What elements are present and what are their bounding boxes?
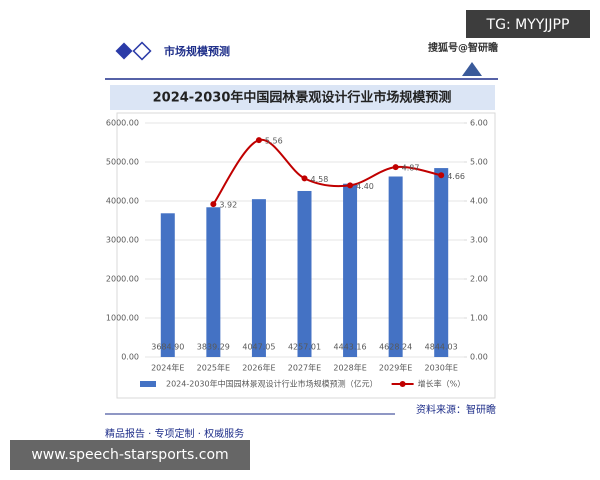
- legend-swatch: [399, 381, 406, 387]
- bar-value-label: 4628.24: [379, 343, 412, 352]
- y2-tick-label: 1.00: [470, 314, 488, 323]
- bar: [297, 190, 312, 357]
- line-value-label: 4.66: [447, 172, 465, 181]
- y2-tick-label: 2.00: [470, 275, 488, 284]
- y-tick-label: 1000.00: [106, 314, 139, 323]
- legend-swatch: [140, 381, 156, 387]
- x-tick-label: 2025年E: [197, 363, 230, 373]
- line-point: [301, 175, 308, 182]
- y-tick-label: 5000.00: [106, 158, 139, 167]
- line-point: [392, 164, 399, 171]
- x-tick-label: 2029年E: [379, 363, 412, 373]
- bar-value-label: 4443.16: [334, 343, 367, 352]
- line-point: [210, 201, 217, 208]
- line-point: [347, 182, 354, 189]
- logo-diamond: [132, 41, 152, 61]
- y-tick-label: 6000.00: [106, 119, 139, 128]
- y-tick-label: 2000.00: [106, 275, 139, 284]
- bar-value-label: 3684.90: [151, 343, 184, 352]
- y-tick-label: 0.00: [121, 353, 139, 362]
- y2-tick-label: 4.00: [470, 197, 488, 206]
- legend-label: 增长率（%）: [418, 379, 466, 389]
- y2-tick-label: 0.00: [470, 353, 488, 362]
- chart-title: 2024-2030年中国园林景观设计行业市场规模预测: [153, 90, 452, 106]
- line-value-label: 4.87: [402, 164, 420, 173]
- legend-label: 2024-2030年中国园林景观设计行业市场规模预测（亿元）: [166, 379, 378, 389]
- bar-value-label: 4257.01: [288, 343, 321, 352]
- y2-tick-label: 5.00: [470, 158, 488, 167]
- plot: 0.00 1000.00 2000.00 3000.00 4000.00 5000.00 6…: [106, 119, 488, 389]
- y2-tick-label: 3.00: [470, 236, 488, 245]
- x-tick-label: 2028年E: [333, 363, 366, 373]
- header-label: 市场规模预测: [164, 44, 230, 58]
- source-tag: 搜狐号@智研瞻: [428, 41, 498, 54]
- bar: [388, 176, 403, 357]
- bar: [251, 199, 266, 357]
- bar-value-label: 4047.05: [242, 343, 275, 352]
- footer-slogan: 精品报告 · 专项定制 · 权威服务: [105, 427, 244, 440]
- line-value-label: 5.56: [265, 137, 283, 146]
- watermark-box: [466, 10, 590, 38]
- line-point: [255, 137, 262, 144]
- bar: [206, 207, 221, 357]
- x-tick-label: 2027年E: [288, 363, 321, 373]
- x-tick-label: 2026年E: [242, 363, 275, 373]
- line-point: [438, 172, 445, 179]
- footer-source: 资料来源：智研瞻: [416, 403, 496, 416]
- title-box: [110, 85, 495, 110]
- watermark-box: [10, 440, 250, 470]
- line-value-label: 4.58: [311, 175, 329, 184]
- bar: [434, 168, 449, 357]
- watermark-bottom: www.speech-starsports.com: [31, 447, 228, 463]
- bar-value-label: 3839.29: [197, 343, 230, 352]
- bar: [160, 213, 175, 357]
- y2-tick-label: 6.00: [470, 119, 488, 128]
- bar-value-label: 4844.03: [425, 343, 458, 352]
- line-value-label: 3.92: [219, 201, 237, 210]
- chart-frame: [116, 112, 496, 399]
- line-value-label: 4.40: [356, 182, 374, 191]
- bar: [343, 183, 358, 357]
- y-tick-label: 4000.00: [106, 197, 139, 206]
- logo-diamond: [115, 42, 133, 60]
- x-tick-label: 2024年E: [151, 363, 184, 373]
- watermark-top: TG: MYYJJPP: [486, 17, 570, 33]
- x-tick-label: 2030年E: [425, 363, 458, 373]
- logo-icon: [462, 62, 482, 76]
- y-tick-label: 3000.00: [106, 236, 139, 245]
